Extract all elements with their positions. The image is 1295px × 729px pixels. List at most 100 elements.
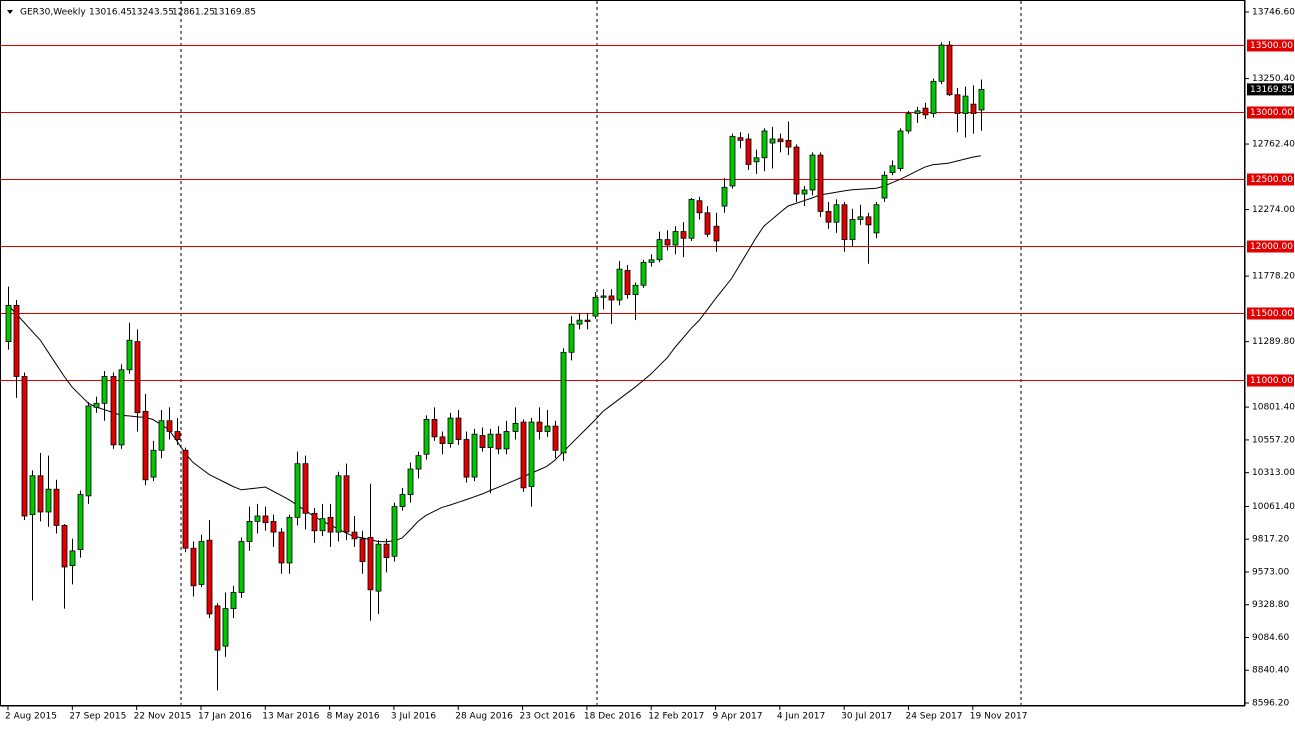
candle-body <box>946 44 953 96</box>
candle-body <box>85 405 92 497</box>
x-tick-label: 27 Sep 2015 <box>69 712 126 722</box>
header-close: 13169.85 <box>213 8 256 18</box>
y-tick-label: 12274.00 <box>1252 205 1295 215</box>
candle-body <box>922 107 929 116</box>
candle-body <box>270 520 277 533</box>
candle-body <box>278 531 285 564</box>
candle-body <box>222 608 229 647</box>
x-tick-label: 17 Jan 2016 <box>198 712 252 722</box>
candle-body <box>962 95 969 114</box>
level-label-box <box>1247 240 1294 253</box>
candle-body <box>753 157 760 163</box>
candle-body <box>568 323 575 353</box>
candle-body <box>664 239 671 246</box>
candle-body <box>198 541 205 585</box>
candle-body <box>158 420 165 451</box>
candle-body <box>721 186 728 207</box>
header-low: 12861.25 <box>172 8 215 18</box>
candle-body <box>110 376 117 446</box>
candle-body <box>761 130 768 159</box>
candle-body <box>487 433 494 448</box>
y-tick-label: 8840.40 <box>1252 666 1289 676</box>
candle-body <box>61 524 68 568</box>
x-tick-label: 24 Sep 2017 <box>905 712 962 722</box>
symbol-label: GER30,Weekly <box>20 8 86 18</box>
header-high: 13243.55 <box>131 8 174 18</box>
candle-body <box>809 154 816 191</box>
candle-body <box>632 284 639 296</box>
candle-body <box>825 211 832 223</box>
candle-body <box>865 216 872 226</box>
candle-body <box>254 515 261 522</box>
candle-body <box>302 463 309 514</box>
candle-body <box>238 541 245 593</box>
candle-body <box>584 319 591 322</box>
candle-body <box>166 420 173 432</box>
candle-body <box>327 516 334 533</box>
candle-body <box>286 516 293 564</box>
candle-body <box>849 219 856 241</box>
candle-body <box>729 135 736 187</box>
candle-body <box>13 304 20 377</box>
level-label-box <box>1247 106 1294 119</box>
x-tick-label: 19 Nov 2017 <box>970 712 1028 722</box>
candle-body <box>680 231 687 239</box>
candle-body <box>439 436 446 444</box>
candle-body <box>528 421 535 487</box>
candle-body <box>873 204 880 234</box>
candle-body <box>134 341 141 414</box>
candle-body <box>69 550 76 567</box>
candle-body <box>335 475 342 533</box>
candle-body <box>447 417 454 444</box>
candle-body <box>785 139 792 148</box>
candle-body <box>688 198 695 239</box>
candle-body <box>319 518 326 532</box>
candle-body <box>656 239 663 261</box>
y-tick-label: 12762.40 <box>1252 140 1295 150</box>
candle-body <box>576 319 583 325</box>
candle-body <box>182 449 189 549</box>
candle-body <box>479 435 486 448</box>
candle-body <box>930 80 937 114</box>
candle-body <box>544 425 551 432</box>
x-tick-label: 22 Nov 2015 <box>134 712 192 722</box>
candle-body <box>214 605 221 651</box>
level-label-box <box>1247 307 1294 320</box>
candle-body <box>311 512 318 532</box>
candle-body <box>841 204 848 241</box>
x-tick-label: 30 Jul 2017 <box>841 712 892 722</box>
level-label-box <box>1247 39 1294 52</box>
x-tick-label: 4 Jun 2017 <box>777 712 825 722</box>
candle-body <box>503 431 510 450</box>
candle-body <box>21 376 28 517</box>
candle-body <box>801 189 808 195</box>
candle-body <box>672 231 679 246</box>
candle-body <box>745 138 752 165</box>
level-label: 12500.00 <box>1250 175 1293 185</box>
y-tick-label: 9573.00 <box>1252 567 1289 577</box>
candle-body <box>713 225 720 242</box>
candle-body <box>423 419 430 455</box>
x-tick-label: 28 Aug 2016 <box>455 712 513 722</box>
candle-body <box>560 351 567 454</box>
candle-body <box>431 419 438 438</box>
y-tick-label: 9817.20 <box>1252 535 1289 545</box>
symbol-menu-icon[interactable] <box>7 10 13 14</box>
candle-body <box>552 425 559 451</box>
candle-body <box>897 130 904 169</box>
candle-body <box>769 138 776 144</box>
candle-body <box>608 295 615 301</box>
candle-body <box>5 304 12 342</box>
y-tick-label: 10313.00 <box>1252 468 1295 478</box>
candle-body <box>126 339 133 371</box>
y-tick-label: 9084.60 <box>1252 633 1289 643</box>
candle-body <box>246 520 253 542</box>
level-label-box <box>1247 173 1294 186</box>
candle-body <box>142 410 149 481</box>
y-tick-label: 10061.40 <box>1252 502 1295 512</box>
y-tick-label: 11778.20 <box>1252 272 1295 282</box>
candle-body <box>640 262 647 286</box>
candle-body <box>696 200 703 214</box>
